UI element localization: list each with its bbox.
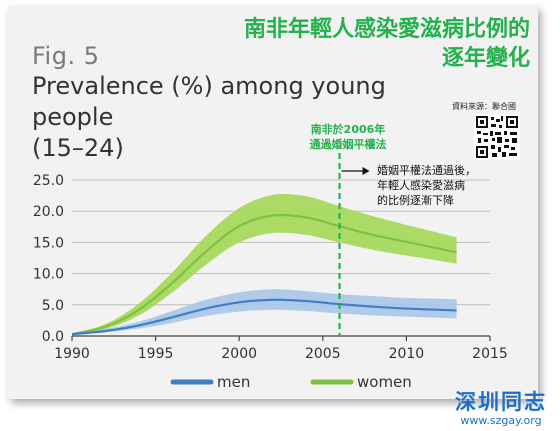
watermark-chinese: 深圳同志 xyxy=(455,389,547,414)
confidence-bands xyxy=(72,194,457,335)
chinese-title-line2: 逐年變化 xyxy=(441,46,530,71)
y-tick-label: 0.0 xyxy=(42,329,64,345)
series-lines xyxy=(71,213,457,336)
x-tick-label: 2000 xyxy=(221,346,257,362)
x-tick-label: 2015 xyxy=(472,346,508,362)
qr-code-icon xyxy=(474,114,520,160)
trend-annotation-line2: 年輕人感染愛滋病 xyxy=(377,179,465,192)
trend-annotation-line1: 婚姻平權法通過後， xyxy=(377,164,476,177)
men-confidence-band xyxy=(72,289,457,335)
figure-title-line1: Prevalence (%) among young people xyxy=(32,72,386,131)
marker-annotation-line2: 通過婚姻平權法 xyxy=(309,138,387,151)
watermark: 深圳同志 www.szgay.org xyxy=(446,386,556,427)
marker-2006 xyxy=(338,153,370,336)
chinese-title-line1: 南非年輕人感染愛滋病比例的 xyxy=(243,17,530,42)
y-tick-label: 15.0 xyxy=(33,235,64,251)
men-series-line xyxy=(71,298,457,336)
chinese-title: 南非年輕人感染愛滋病比例的 逐年變化 xyxy=(170,15,530,73)
y-tick-label: 10.0 xyxy=(33,267,64,283)
annotation-arrow-head xyxy=(362,167,370,175)
figure-title: Prevalence (%) among young people (15–24… xyxy=(32,71,462,164)
legend: men women xyxy=(170,373,412,391)
x-tick-label: 2005 xyxy=(305,346,341,362)
marker-annotation-line1: 南非於2006年 xyxy=(310,123,386,136)
y-tick-label: 25.0 xyxy=(33,173,64,189)
legend-label-men: men xyxy=(217,373,250,391)
watermark-url: www.szgay.org xyxy=(460,414,542,427)
axes: 0.0 5.0 10.0 15.0 20.0 25.0 1990 1995 2000 2005 20… xyxy=(33,173,508,362)
source-label: 資料來源：聯合國 xyxy=(452,102,516,111)
figure-title-line2: (15–24) xyxy=(32,134,124,162)
x-tick-label: 1995 xyxy=(138,346,174,362)
women-confidence-band xyxy=(72,194,457,335)
trend-annotation: 婚姻平權法通過後， 年輕人感染愛滋病 的比例逐漸下降 xyxy=(377,163,517,208)
figure-label: Fig. 5 xyxy=(32,42,100,70)
x-tick-label: 2010 xyxy=(389,346,425,362)
y-tick-label: 5.0 xyxy=(42,298,64,314)
marker-annotation: 南非於2006年 通過婚姻平權法 xyxy=(288,122,408,152)
x-tick-label: 1990 xyxy=(54,346,90,362)
y-tick-label: 20.0 xyxy=(33,204,64,220)
legend-label-women: women xyxy=(357,373,412,391)
trend-annotation-line3: 的比例逐漸下降 xyxy=(377,194,454,207)
women-series-line xyxy=(71,213,457,336)
